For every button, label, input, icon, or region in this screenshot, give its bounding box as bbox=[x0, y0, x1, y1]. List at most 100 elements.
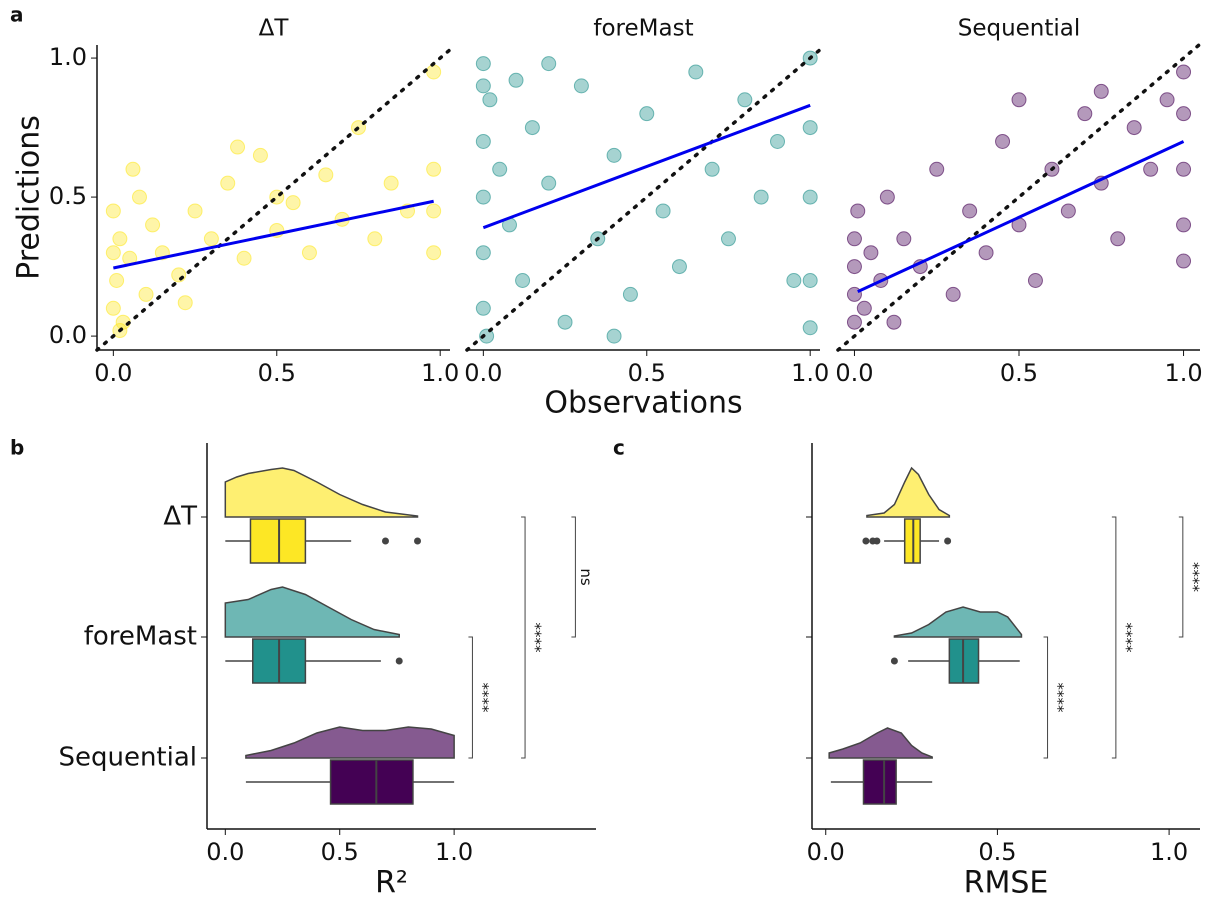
density bbox=[893, 606, 1023, 638]
subplot-title: Sequential bbox=[958, 16, 1081, 42]
x-tick-label: 1.0 bbox=[421, 359, 459, 387]
point bbox=[557, 314, 573, 330]
x-tick-label: 0.0 bbox=[807, 838, 845, 866]
point bbox=[131, 189, 147, 205]
point bbox=[1060, 203, 1076, 219]
x-axis-label: Observations bbox=[544, 386, 742, 421]
point bbox=[802, 320, 818, 336]
point bbox=[383, 175, 399, 191]
fit-line bbox=[482, 103, 811, 230]
point bbox=[515, 272, 531, 288]
x-tick-label: 0.5 bbox=[258, 359, 296, 387]
point bbox=[737, 92, 753, 108]
point bbox=[177, 295, 193, 311]
identity-line bbox=[95, 47, 452, 352]
significance-bracket bbox=[1111, 516, 1117, 759]
point bbox=[367, 231, 383, 247]
point bbox=[479, 328, 495, 344]
x-tick-label: 0.0 bbox=[835, 359, 873, 387]
point bbox=[541, 175, 557, 191]
point bbox=[846, 314, 862, 330]
point bbox=[863, 245, 879, 261]
point bbox=[1011, 92, 1027, 108]
point bbox=[802, 189, 818, 205]
point bbox=[1176, 161, 1192, 177]
point bbox=[301, 245, 317, 261]
point bbox=[720, 231, 736, 247]
identity-line bbox=[465, 47, 822, 352]
point bbox=[475, 189, 491, 205]
density bbox=[245, 726, 455, 759]
point bbox=[1077, 106, 1093, 122]
y-tick-label: 1.0 bbox=[49, 43, 87, 71]
outlier bbox=[862, 537, 870, 545]
point bbox=[962, 203, 978, 219]
point bbox=[622, 286, 638, 302]
point bbox=[1126, 120, 1142, 136]
density bbox=[828, 727, 933, 759]
point bbox=[671, 259, 687, 275]
subplot-title: foreMast bbox=[593, 16, 693, 42]
point bbox=[426, 64, 442, 80]
point bbox=[606, 328, 622, 344]
point bbox=[802, 120, 818, 136]
point bbox=[1176, 217, 1192, 233]
point bbox=[105, 203, 121, 219]
x-tick-label: 0.5 bbox=[978, 838, 1016, 866]
point bbox=[886, 314, 902, 330]
point bbox=[639, 106, 655, 122]
point bbox=[475, 78, 491, 94]
subplot-title: ΔT bbox=[259, 16, 290, 42]
point bbox=[995, 133, 1011, 149]
x-tick-label: 1.0 bbox=[435, 838, 473, 866]
x-tick-label: 0.5 bbox=[321, 838, 359, 866]
point bbox=[802, 272, 818, 288]
point bbox=[688, 64, 704, 80]
point bbox=[1093, 83, 1109, 99]
y-tick-label: ΔT bbox=[163, 502, 197, 532]
density bbox=[866, 466, 951, 518]
outlier bbox=[381, 537, 389, 545]
point bbox=[138, 286, 154, 302]
y-tick-label: foreMast bbox=[84, 622, 197, 652]
x-tick-label: 0.5 bbox=[1000, 359, 1038, 387]
y-axis-label: Predictions bbox=[12, 115, 47, 280]
y-tick-label: 0.5 bbox=[49, 182, 87, 210]
point bbox=[105, 245, 121, 261]
significance-label: **** bbox=[1049, 683, 1067, 714]
fit-line bbox=[857, 140, 1185, 293]
point bbox=[475, 300, 491, 316]
significance-bracket bbox=[1178, 516, 1184, 638]
x-tick-label: 0.0 bbox=[94, 359, 132, 387]
outlier bbox=[944, 537, 952, 545]
significance-label: **** bbox=[527, 623, 545, 654]
point bbox=[112, 231, 128, 247]
point bbox=[846, 259, 862, 275]
point bbox=[978, 245, 994, 261]
point bbox=[541, 56, 557, 72]
point bbox=[171, 267, 187, 283]
significance-bracket bbox=[521, 516, 526, 759]
point bbox=[753, 189, 769, 205]
point bbox=[945, 286, 961, 302]
point bbox=[426, 245, 442, 261]
point bbox=[475, 56, 491, 72]
panel-label: c bbox=[613, 436, 625, 460]
point bbox=[105, 300, 121, 316]
x-tick-label: 1.0 bbox=[1164, 359, 1202, 387]
point bbox=[1110, 231, 1126, 247]
point bbox=[230, 139, 246, 155]
point bbox=[1159, 92, 1175, 108]
point bbox=[125, 161, 141, 177]
point bbox=[786, 272, 802, 288]
point bbox=[929, 161, 945, 177]
point bbox=[285, 195, 301, 211]
outlier bbox=[890, 657, 898, 665]
x-tick-label: 1.0 bbox=[791, 359, 829, 387]
significance-bracket bbox=[571, 516, 576, 638]
density bbox=[224, 586, 400, 638]
point bbox=[1176, 253, 1192, 269]
x-tick-label: 0.5 bbox=[628, 359, 666, 387]
